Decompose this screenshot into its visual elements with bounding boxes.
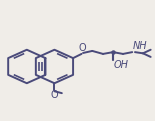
Text: O: O xyxy=(51,90,58,100)
Text: NH: NH xyxy=(133,41,147,51)
Text: O: O xyxy=(78,43,86,53)
Text: OH: OH xyxy=(114,60,129,70)
